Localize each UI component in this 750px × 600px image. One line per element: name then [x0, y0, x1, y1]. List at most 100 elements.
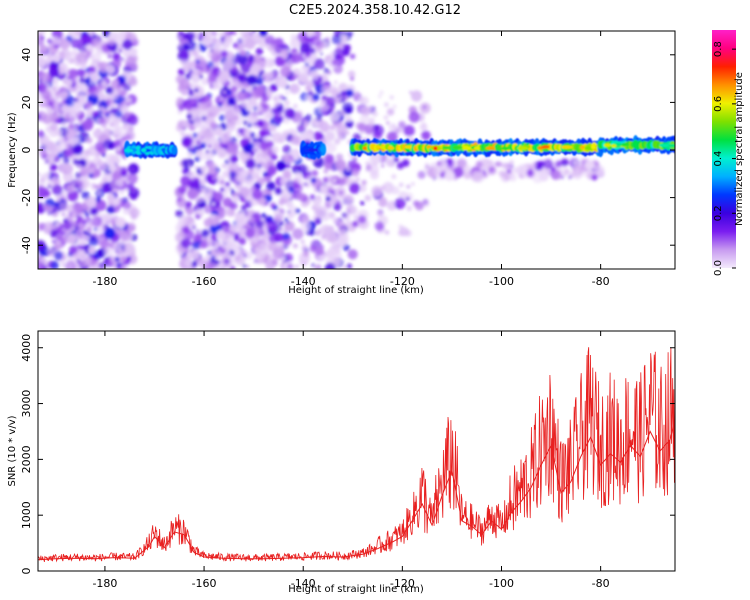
noise-blob — [179, 50, 190, 61]
noise-blob — [68, 245, 78, 255]
noise-blob — [40, 173, 48, 181]
noise-blob — [224, 181, 231, 187]
noise-blob — [269, 124, 277, 132]
noise-blob — [419, 123, 428, 131]
colorbar-tick-label: 0.0 — [713, 260, 724, 276]
noise-blob — [281, 154, 290, 162]
noise-blob — [314, 217, 322, 225]
noise-blob — [224, 163, 232, 171]
noise-blob — [256, 119, 265, 128]
signal-band-hotspot — [375, 145, 382, 149]
noise-blob — [347, 249, 358, 260]
noise-blob — [311, 169, 319, 177]
noise-blob — [319, 210, 331, 222]
noise-blob — [103, 139, 114, 150]
noise-blob — [310, 35, 321, 47]
noise-blob — [115, 110, 123, 118]
noise-blob — [299, 42, 311, 54]
noise-blob — [302, 262, 306, 267]
colorbar-label: Normalized spectral amplitude — [734, 72, 745, 226]
noise-blob — [202, 237, 207, 243]
noise-blob — [89, 88, 100, 98]
noise-blob — [581, 171, 587, 177]
noise-blob — [222, 232, 234, 244]
signal-band-hotspot — [124, 148, 134, 153]
noise-blob — [384, 230, 390, 235]
noise-blob — [237, 53, 248, 65]
noise-blob — [292, 243, 298, 249]
noise-blob — [564, 168, 570, 175]
noise-blob — [552, 169, 563, 180]
noise-blob — [205, 31, 212, 38]
noise-blob — [358, 184, 367, 193]
noise-blob — [274, 187, 283, 195]
noise-blob — [323, 168, 329, 174]
noise-blob — [264, 194, 273, 203]
noise-blob — [69, 137, 79, 147]
noise-blob — [325, 37, 330, 42]
signal-band-cell — [171, 146, 178, 155]
noise-blob — [231, 162, 240, 171]
noise-blob — [322, 234, 326, 239]
noise-blob — [53, 155, 60, 163]
noise-blob — [65, 149, 74, 157]
x-tick-label: -140 — [291, 577, 316, 590]
noise-blob — [91, 31, 95, 35]
noise-blob — [74, 172, 82, 179]
noise-blob — [181, 136, 194, 148]
noise-blob — [227, 91, 232, 96]
noise-blob — [329, 124, 336, 131]
noise-blob — [99, 233, 105, 239]
noise-blob — [83, 73, 88, 78]
noise-blob — [251, 189, 263, 200]
noise-blob — [52, 184, 63, 196]
colorbar-tick-label: 0.8 — [713, 41, 724, 57]
noise-blob — [115, 95, 119, 99]
noise-blob — [314, 230, 321, 237]
noise-blob — [248, 97, 257, 106]
noise-blob — [271, 145, 280, 154]
noise-blob — [62, 170, 68, 175]
noise-blob — [122, 208, 130, 215]
noise-blob — [79, 239, 86, 246]
noise-blob — [253, 133, 260, 140]
noise-blob — [86, 137, 93, 144]
noise-blob — [290, 75, 296, 81]
snr-y-label: SNR (10 * v/v) — [7, 415, 18, 486]
noise-blob — [341, 90, 346, 96]
noise-blob — [193, 117, 203, 127]
noise-blob — [84, 258, 92, 266]
noise-blob — [270, 45, 282, 57]
noise-blob — [235, 219, 245, 229]
noise-blob — [57, 143, 64, 151]
noise-blob — [324, 153, 334, 164]
noise-blob — [284, 90, 290, 96]
noise-blob — [122, 230, 128, 236]
noise-blob — [232, 31, 237, 36]
signal-band-hotspot — [603, 143, 612, 147]
noise-blob — [99, 106, 106, 113]
noise-blob — [406, 205, 413, 212]
noise-blob — [341, 212, 348, 219]
noise-blob — [89, 81, 94, 86]
noise-blob — [591, 174, 598, 181]
noise-blob — [79, 166, 89, 175]
noise-blob — [77, 215, 84, 221]
noise-blob — [202, 172, 207, 178]
noise-blob — [207, 162, 214, 169]
signal-band-hotspot — [620, 142, 630, 147]
noise-blob — [247, 142, 255, 150]
noise-blob — [248, 55, 255, 62]
noise-blob — [77, 181, 81, 185]
x-tick-label: -180 — [92, 577, 117, 590]
noise-blob — [77, 262, 82, 266]
noise-blob — [300, 239, 305, 244]
noise-blob — [122, 122, 131, 132]
noise-blob — [244, 222, 251, 229]
noise-blob — [181, 88, 189, 96]
noise-blob — [70, 38, 81, 49]
noise-blob — [300, 220, 312, 232]
noise-blob — [38, 57, 47, 68]
noise-blob — [201, 35, 213, 46]
